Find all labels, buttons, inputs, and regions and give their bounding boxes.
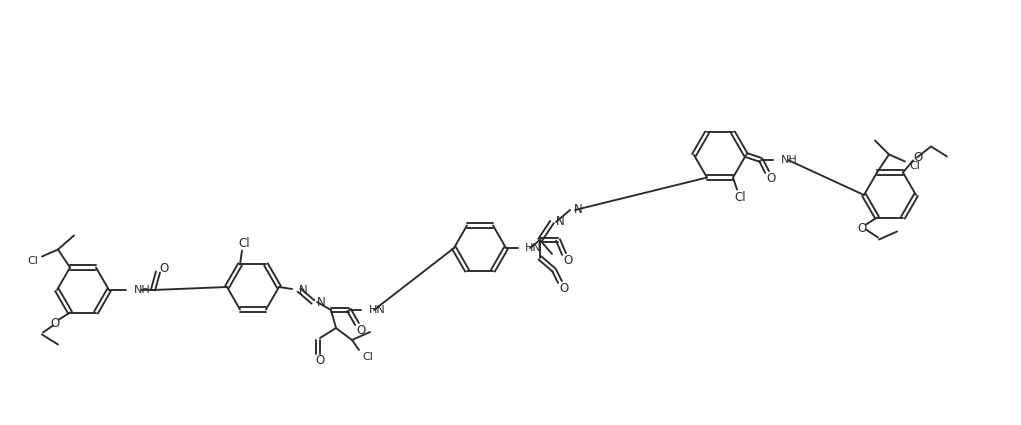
Text: O: O xyxy=(315,354,325,368)
Text: O: O xyxy=(560,281,569,295)
Text: O: O xyxy=(356,323,366,337)
Text: NH: NH xyxy=(134,285,151,295)
Text: O: O xyxy=(767,172,776,184)
Text: O: O xyxy=(159,261,168,275)
Text: Cl: Cl xyxy=(910,162,921,171)
Text: N: N xyxy=(556,215,565,227)
Text: O: O xyxy=(914,151,923,164)
Text: O: O xyxy=(564,253,573,266)
Text: Cl: Cl xyxy=(28,256,39,266)
Text: N: N xyxy=(317,295,326,309)
Text: Cl: Cl xyxy=(734,191,745,204)
Text: Cl: Cl xyxy=(362,352,373,362)
Text: Cl: Cl xyxy=(238,237,250,250)
Text: N: N xyxy=(299,283,307,297)
Text: NH: NH xyxy=(781,155,797,165)
Text: HN: HN xyxy=(525,243,542,253)
Text: HN: HN xyxy=(369,305,386,315)
Text: O: O xyxy=(858,222,867,235)
Text: N: N xyxy=(574,202,583,215)
Text: O: O xyxy=(50,317,59,330)
